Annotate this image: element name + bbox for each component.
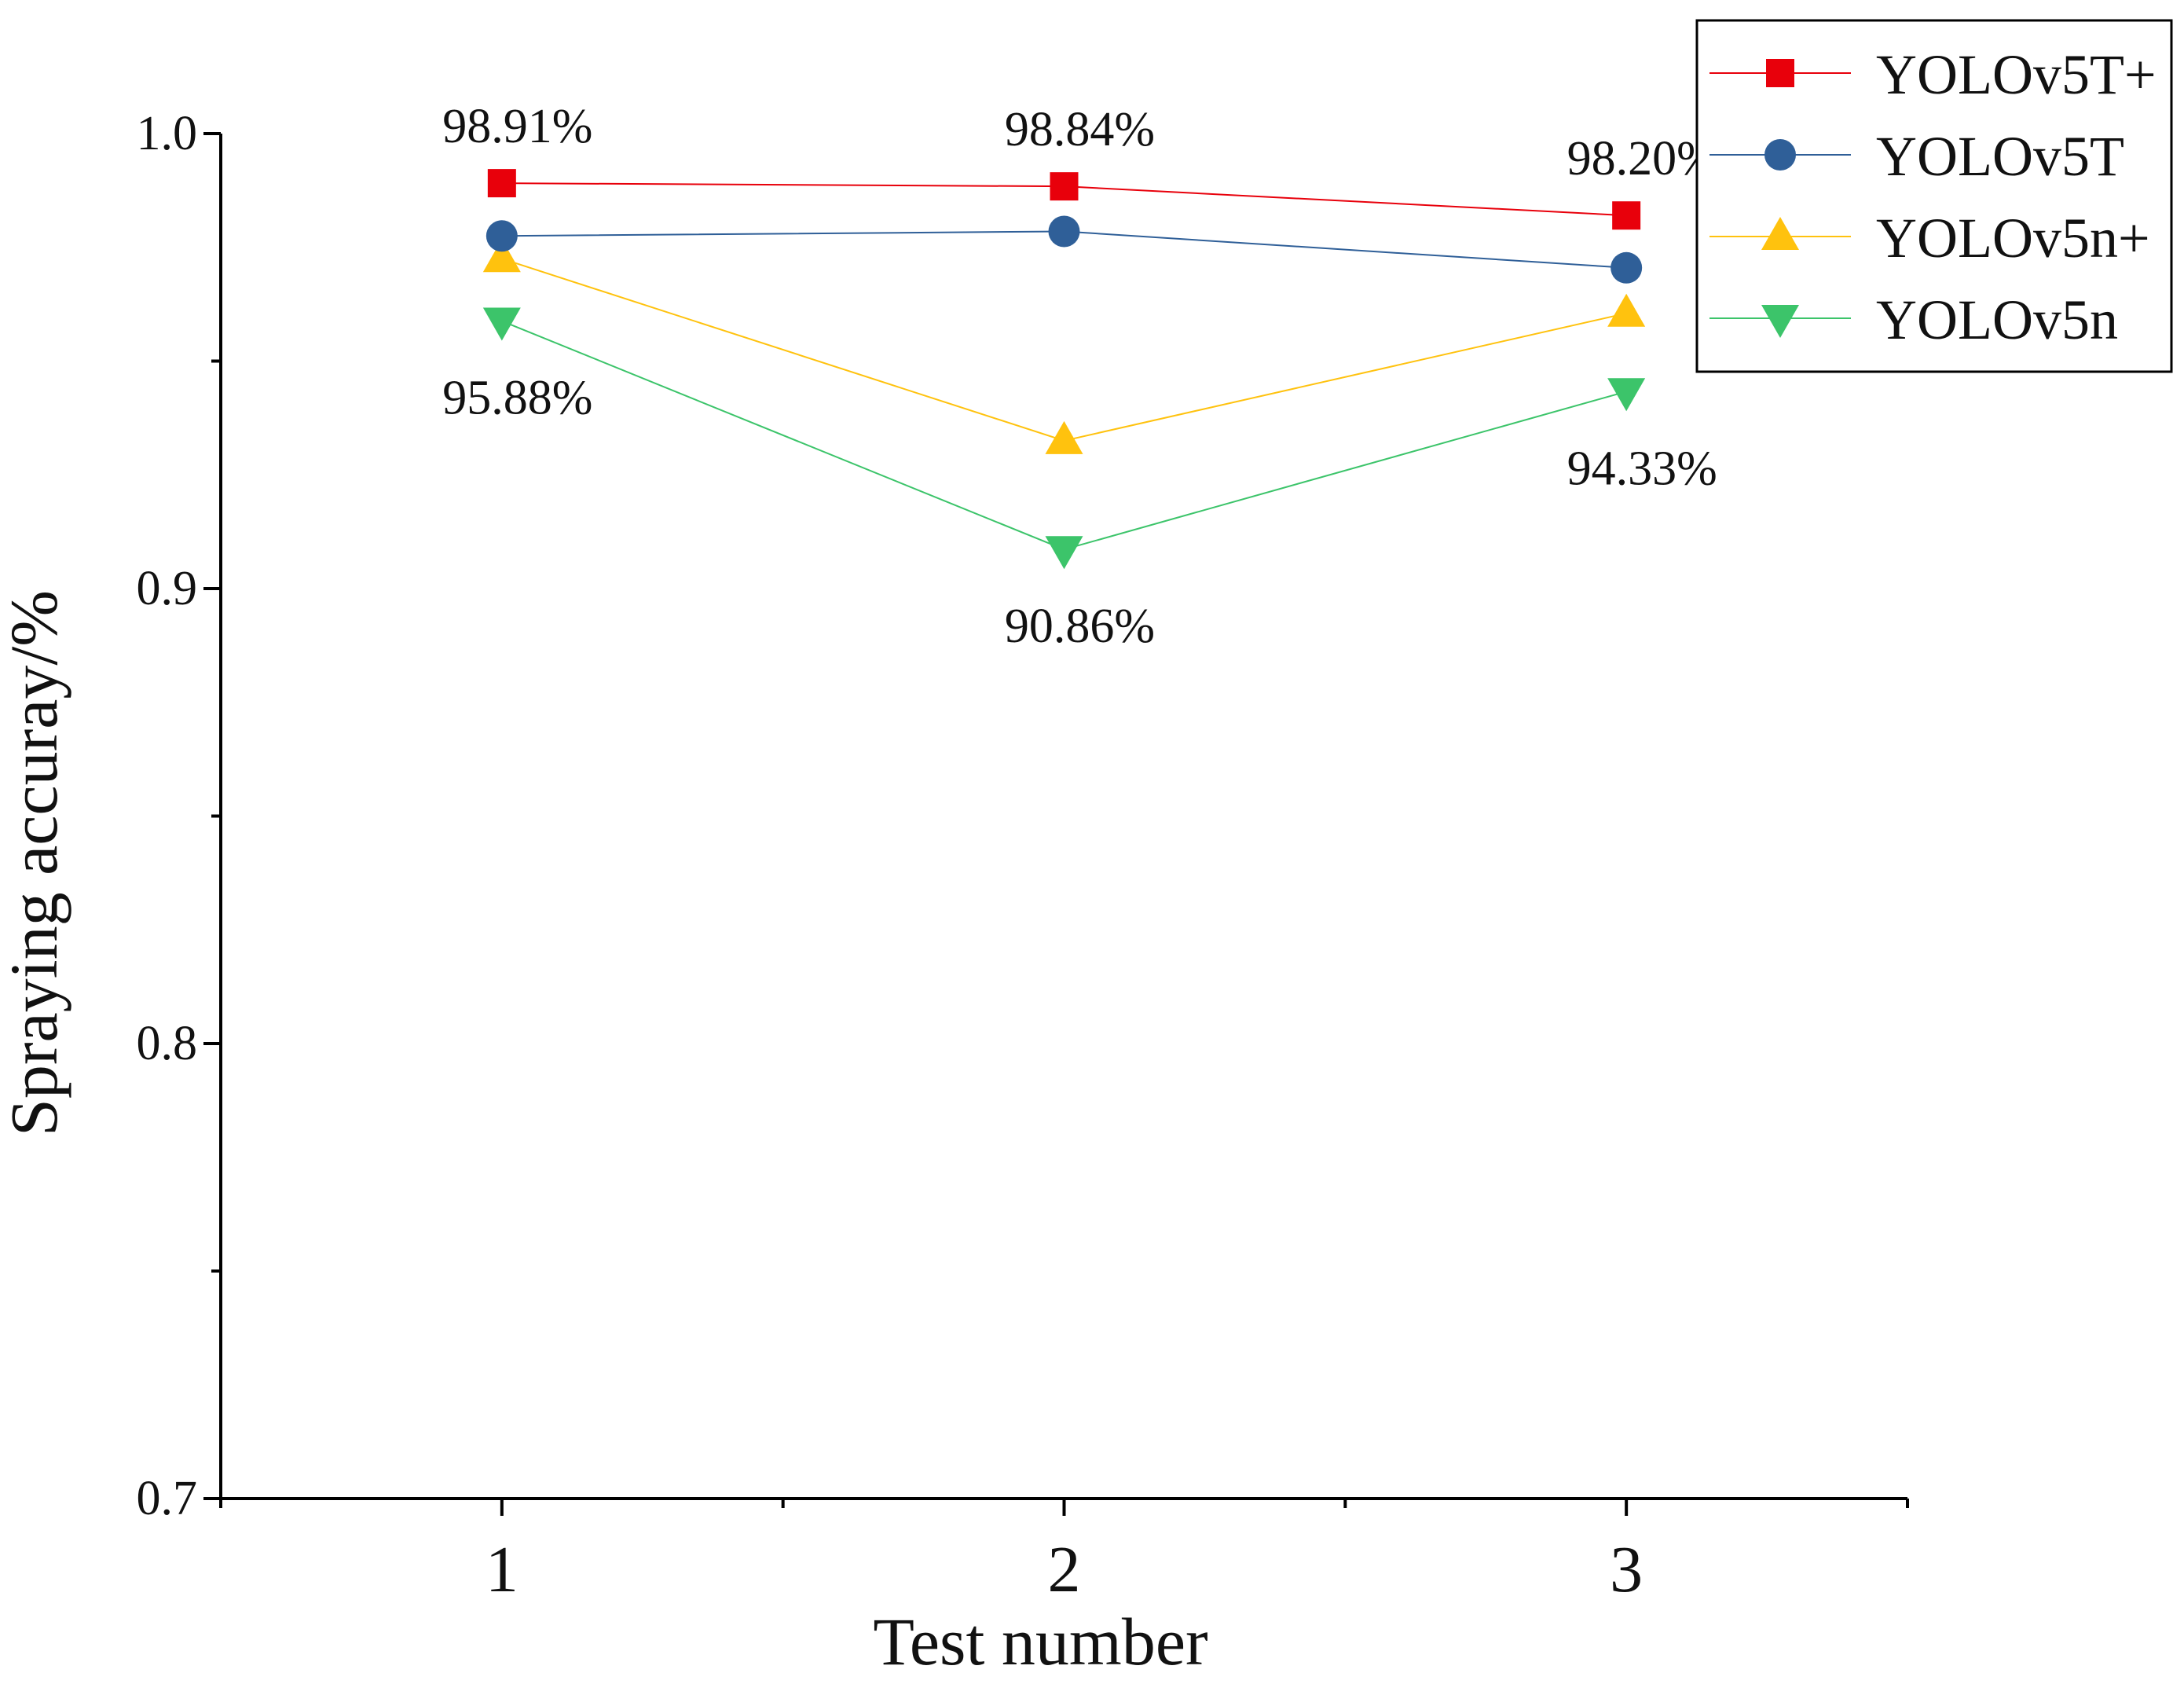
- series-line: [501, 258, 1627, 442]
- legend-item: YOLOv5n: [1709, 288, 2118, 351]
- legend: YOLOv5T+ YOLOv5T YOLOv5n+ YOLOv5n: [1695, 19, 2173, 373]
- legend-label: YOLOv5n: [1876, 288, 2118, 351]
- data-point: [1607, 293, 1646, 327]
- data-point: [482, 239, 521, 273]
- legend-marker: [1766, 59, 1794, 87]
- series-YOLOv5n: [482, 307, 1646, 570]
- data-point: [1611, 251, 1643, 284]
- x-axis-title: Test number: [873, 1604, 1207, 1679]
- data-point: [1607, 378, 1646, 412]
- data-point: [482, 307, 521, 341]
- axes: 0.7 0.8 0.9 1.0 1 2 3 Test number Spraying accur…: [0, 107, 1909, 1679]
- legend-marker: [1761, 305, 1799, 338]
- series-layer: [482, 169, 1646, 570]
- legend-marker: [1764, 139, 1796, 171]
- legend-item: YOLOv5T+: [1709, 43, 2157, 106]
- data-point: [1048, 215, 1080, 248]
- data-label: 90.86%: [1005, 600, 1155, 653]
- data-point: [1045, 536, 1083, 570]
- data-label: 98.20%: [1567, 132, 1717, 185]
- data-point: [1612, 201, 1641, 230]
- series-YOLOv5n+: [482, 239, 1646, 454]
- legend-marker: [1761, 217, 1799, 250]
- series-YOLOv5T+: [487, 169, 1641, 230]
- annotations: 98.91% 98.84% 98.20% 95.88% 90.86% 94.33%: [442, 100, 1717, 653]
- legend-item: YOLOv5T: [1709, 125, 2124, 188]
- y-tick-label: 1.0: [137, 107, 198, 160]
- x-tick-label: 2: [1048, 1533, 1081, 1606]
- x-tick-label: 1: [486, 1533, 519, 1606]
- data-point: [487, 169, 516, 198]
- series-YOLOv5T: [486, 215, 1643, 284]
- y-tick-label: 0.7: [137, 1472, 198, 1525]
- data-point: [486, 220, 518, 252]
- legend-label: YOLOv5T: [1876, 125, 2124, 188]
- data-point: [1045, 420, 1083, 454]
- y-tick-label: 0.8: [137, 1017, 198, 1070]
- legend-label: YOLOv5n+: [1876, 207, 2150, 270]
- y-axis-title: Spraying accuray/%: [0, 590, 71, 1136]
- y-tick-label: 0.9: [137, 562, 198, 615]
- data-label: 95.88%: [442, 372, 592, 425]
- x-tick-label: 3: [1610, 1533, 1643, 1606]
- legend-label: YOLOv5T+: [1876, 43, 2157, 106]
- legend-item: YOLOv5n+: [1709, 207, 2150, 270]
- data-point: [1050, 172, 1079, 201]
- data-label: 98.84%: [1005, 103, 1155, 156]
- data-label: 98.91%: [442, 100, 592, 153]
- data-label: 94.33%: [1567, 442, 1717, 495]
